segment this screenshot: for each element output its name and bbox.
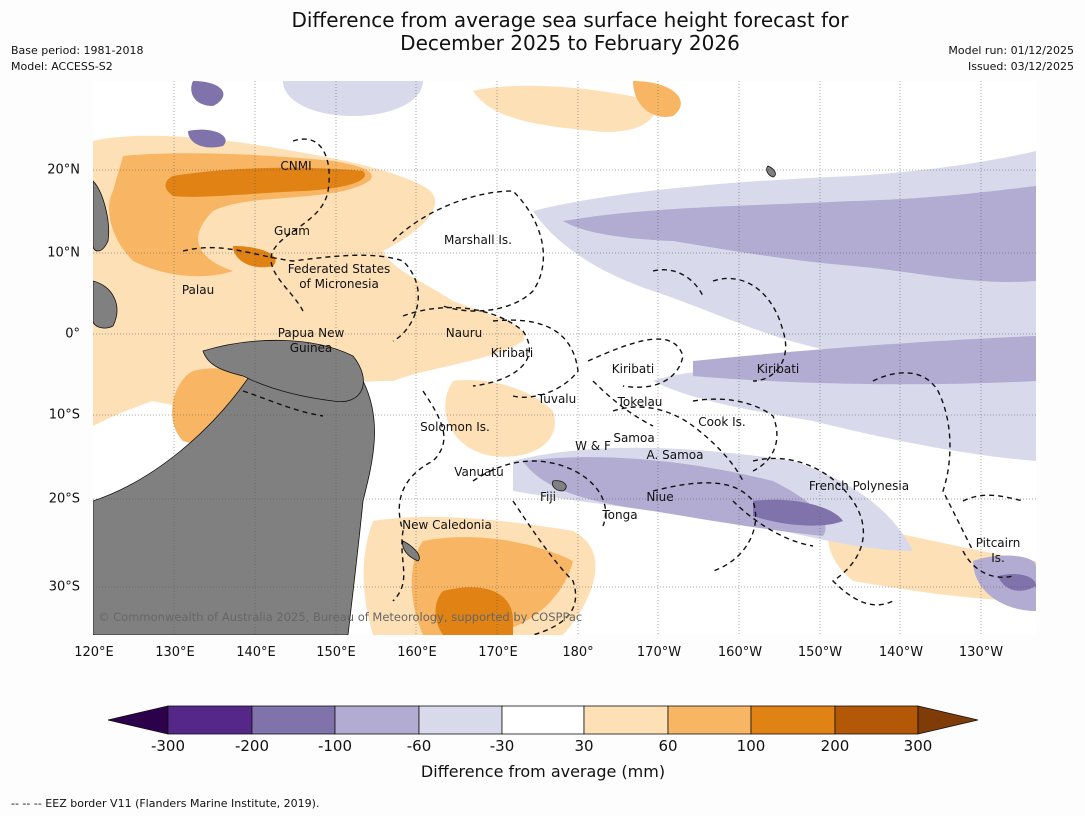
- borneo-land: [93, 280, 118, 329]
- lon-tick-180: 180°: [562, 645, 594, 660]
- map-title-line2: December 2025 to February 2026: [400, 31, 740, 55]
- philippines-land: [93, 180, 110, 252]
- model-label: Model: ACCESS-S2: [11, 60, 113, 73]
- anomaly-200-region: [165, 167, 365, 197]
- lon-tick-120e: 120°E: [74, 645, 114, 660]
- colorbar-segment: [583, 705, 669, 735]
- anomaly-neg100-region: [753, 499, 843, 526]
- colorbar-max-extend: [917, 705, 979, 735]
- place-label-cook-islands: Cook Is.: [698, 415, 746, 429]
- place-label-pitcairn-line2: Is.: [991, 551, 1005, 565]
- colorbar-tick: -30: [489, 737, 515, 755]
- anomaly-neg60-region: [693, 336, 1036, 385]
- place-label-kiribati-east: Kiribati: [756, 362, 800, 376]
- colorbar-segment: [251, 705, 336, 735]
- new-caledonia-land: [402, 540, 420, 562]
- place-label-vanuatu: Vanuatu: [454, 465, 504, 479]
- copyright-notice: © Commonwealth of Australia 2025, Bureau…: [98, 610, 583, 624]
- colorbar-tick: -60: [406, 737, 432, 755]
- anomaly-neg60-region: [563, 186, 1036, 283]
- colorbar-segment: [501, 705, 585, 735]
- colorbar-segment: [750, 705, 836, 735]
- place-label-png-line2: Guinea: [289, 341, 333, 355]
- place-label-palau: Palau: [181, 283, 215, 297]
- land-masses: [93, 165, 776, 635]
- colorbar-segment: [334, 705, 420, 735]
- lat-tick-20s: 20°S: [48, 491, 80, 507]
- colorbar-tick: 200: [820, 737, 850, 755]
- place-label-solomon: Solomon Is.: [420, 420, 490, 434]
- colorbar-tick: -200: [234, 737, 270, 755]
- new-guinea-land: [202, 339, 364, 403]
- lat-tick-10n: 10°N: [47, 245, 80, 261]
- colorbar-segment: [418, 705, 503, 735]
- place-label-fsm-line2: of Micronesia: [299, 277, 379, 291]
- lon-tick-140e: 140°E: [236, 645, 276, 660]
- anomaly-neg100-region: [998, 574, 1036, 591]
- colorbar-tick: 300: [903, 737, 933, 755]
- model-run-label: Model run: 01/12/2025: [948, 44, 1074, 57]
- map-title-line1: Difference from average sea surface heig…: [291, 8, 849, 32]
- place-label-tonga: Tonga: [602, 508, 638, 522]
- colorbar-tick: 30: [574, 737, 594, 755]
- lon-tick-140w: 140°W: [878, 645, 924, 660]
- lat-tick-0: 0°: [65, 326, 80, 342]
- place-label-cnmi: CNMI: [280, 159, 312, 173]
- anomaly-200-region: [435, 587, 513, 635]
- place-label-nauru: Nauru: [445, 326, 483, 340]
- place-label-fsm-line1: Federated States: [287, 262, 391, 276]
- colorbar-min-extend: [107, 705, 169, 735]
- lat-tick-10s: 10°S: [48, 407, 80, 423]
- place-label-guam: Guam: [274, 224, 310, 238]
- place-label-marshall: Marshall Is.: [444, 233, 512, 247]
- place-label-tokelau: Tokelau: [617, 395, 663, 409]
- anomaly-neg30-region: [283, 81, 423, 116]
- gridlines: [93, 81, 1036, 635]
- colorbar-tick: 60: [658, 737, 678, 755]
- lon-tick-170w: 170°W: [636, 645, 682, 660]
- place-label-niue: Niue: [646, 490, 674, 504]
- place-label-samoa: Samoa: [613, 431, 655, 445]
- lon-tick-150w: 150°W: [797, 645, 843, 660]
- anomaly-neg100-region: [191, 81, 224, 106]
- colorbar-tick: 100: [736, 737, 766, 755]
- lon-tick-130e: 130°E: [155, 645, 195, 660]
- map-canvas: [93, 81, 1036, 635]
- fiji-land: [552, 480, 567, 492]
- place-label-wallis-futuna: W & F: [575, 439, 611, 453]
- place-label-new-caledonia: New Caledonia: [402, 518, 492, 532]
- map-panel: [93, 81, 1036, 635]
- place-label-kiribati-west: Kiribati: [490, 346, 534, 360]
- colorbar-segment: [167, 705, 253, 735]
- lon-tick-160e: 160°E: [397, 645, 437, 660]
- place-label-french-polynesia: French Polynesia: [808, 479, 910, 493]
- lat-tick-20n: 20°N: [47, 162, 80, 178]
- hawaii-land: [766, 165, 776, 178]
- issued-label: Issued: 03/12/2025: [967, 60, 1074, 73]
- colorbar-tick: -100: [317, 737, 353, 755]
- place-label-pitcairn-line1: Pitcairn: [975, 536, 1021, 550]
- anomaly-60-region: [473, 85, 655, 132]
- anomaly-200-region: [233, 246, 276, 268]
- lon-tick-130w: 130°W: [958, 645, 1004, 660]
- colorbar-segment: [667, 705, 752, 735]
- place-label-kiribati-central: Kiribati: [611, 362, 655, 376]
- eez-borders: [182, 138, 1024, 635]
- anomaly-neg100-region: [188, 129, 226, 148]
- lon-tick-150e: 150°E: [316, 645, 356, 660]
- place-label-american-samoa: A. Samoa: [646, 448, 704, 462]
- anomaly-100-region: [633, 81, 681, 117]
- place-label-fiji: Fiji: [539, 490, 557, 504]
- lat-tick-30s: 30°S: [48, 579, 80, 595]
- lon-tick-160w: 160°W: [717, 645, 763, 660]
- base-period-label: Base period: 1981-2018: [11, 44, 144, 57]
- anomaly-60-region: [445, 380, 555, 457]
- place-label-tuvalu: Tuvalu: [537, 392, 577, 406]
- lon-tick-170e: 170°E: [478, 645, 518, 660]
- place-label-png-line1: Papua New: [277, 326, 345, 340]
- eez-footnote: -- -- -- EEZ border V11 (Flanders Marine…: [11, 797, 320, 810]
- colorbar-segment: [834, 705, 919, 735]
- colorbar-tick: -300: [150, 737, 186, 755]
- colorbar-label: Difference from average (mm): [420, 762, 666, 781]
